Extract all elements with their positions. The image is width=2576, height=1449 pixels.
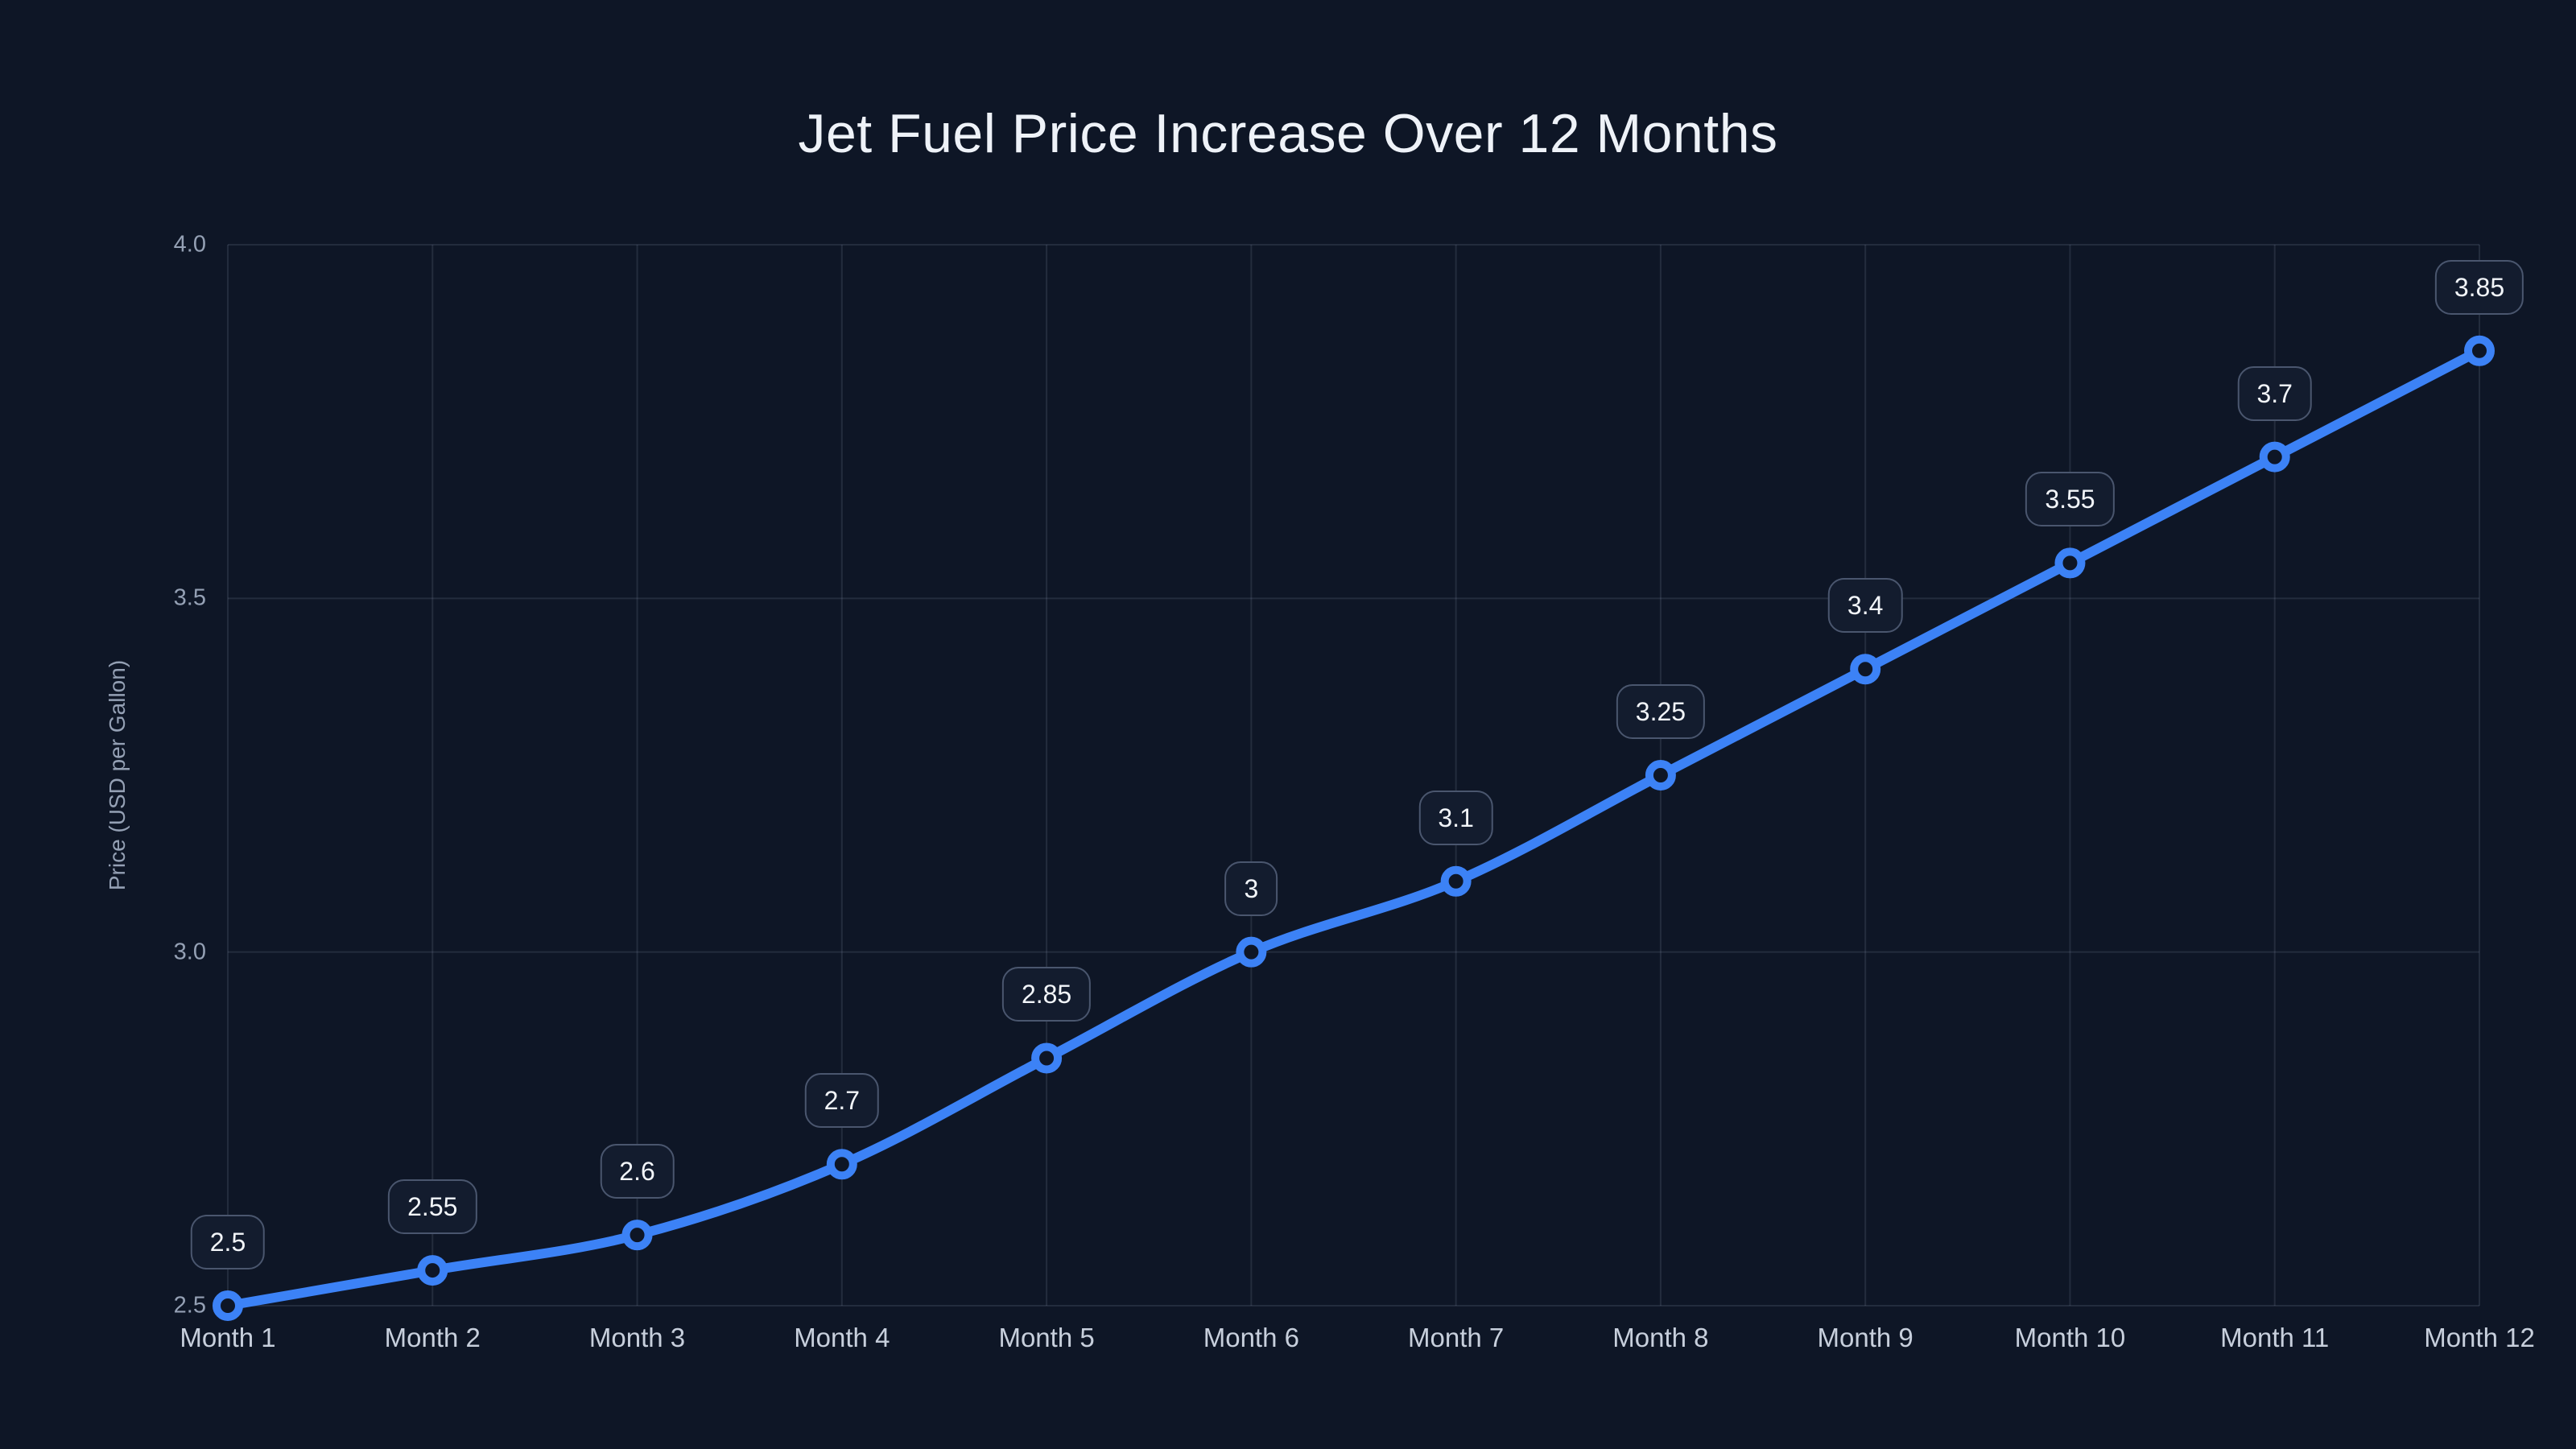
x-tick-label: Month 11 bbox=[2220, 1323, 2330, 1352]
data-point-value-badge: 2.55 bbox=[388, 1179, 477, 1235]
y-tick-label: 2.5 bbox=[173, 1292, 206, 1319]
y-tick-label: 4.0 bbox=[173, 231, 206, 258]
data-point-value-badge: 3.55 bbox=[2025, 472, 2115, 527]
x-tick-label: Month 9 bbox=[1817, 1323, 1913, 1352]
x-tick-label: Month 10 bbox=[2014, 1323, 2126, 1352]
data-point-marker[interactable] bbox=[621, 1220, 653, 1251]
x-tick-label: Month 5 bbox=[998, 1323, 1095, 1352]
x-tick-label: Month 3 bbox=[588, 1323, 686, 1352]
data-point-value-badge: 2.5 bbox=[190, 1215, 266, 1269]
data-point-marker[interactable] bbox=[1645, 760, 1676, 791]
y-tick-label: 3.5 bbox=[173, 584, 206, 611]
data-point-marker[interactable] bbox=[1850, 654, 1881, 685]
data-point-marker[interactable] bbox=[1440, 865, 1472, 897]
data-point-value-badge: 3.7 bbox=[2237, 365, 2312, 421]
data-point-marker[interactable] bbox=[213, 1290, 243, 1321]
data-point-marker[interactable] bbox=[2054, 547, 2086, 579]
chart-title: Jet Fuel Price Increase Over 12 Months bbox=[798, 103, 1778, 164]
price-line-series bbox=[223, 345, 2484, 1311]
x-tick-label: Month 8 bbox=[1612, 1323, 1709, 1352]
data-point-value-badge: 3.85 bbox=[2434, 259, 2524, 315]
data-point-value-badge: 3.4 bbox=[1827, 578, 1903, 634]
data-point-value-badge: 2.6 bbox=[600, 1144, 675, 1199]
data-point-marker[interactable] bbox=[1236, 936, 1267, 968]
data-point-value-badge: 3.1 bbox=[1418, 790, 1493, 845]
x-tick-label: Month 12 bbox=[2424, 1323, 2535, 1352]
data-point-marker[interactable] bbox=[2259, 441, 2290, 473]
x-tick-label: Month 1 bbox=[180, 1323, 276, 1352]
x-tick-label: Month 2 bbox=[384, 1323, 481, 1352]
data-point-value-badge: 3.25 bbox=[1616, 684, 1706, 739]
data-point-value-badge: 2.85 bbox=[1001, 967, 1092, 1022]
data-point-marker[interactable] bbox=[417, 1255, 448, 1286]
data-point-marker[interactable] bbox=[2464, 335, 2495, 366]
data-point-value-badge: 2.7 bbox=[804, 1073, 880, 1129]
data-point-marker[interactable] bbox=[1031, 1042, 1063, 1074]
data-point-value-badge: 3 bbox=[1224, 861, 1278, 916]
x-tick-label: Month 6 bbox=[1203, 1323, 1299, 1352]
y-tick-label: 3.0 bbox=[173, 939, 206, 965]
x-tick-label: Month 7 bbox=[1408, 1323, 1505, 1352]
x-tick-label: Month 4 bbox=[794, 1323, 890, 1352]
data-point-marker[interactable] bbox=[826, 1149, 857, 1180]
